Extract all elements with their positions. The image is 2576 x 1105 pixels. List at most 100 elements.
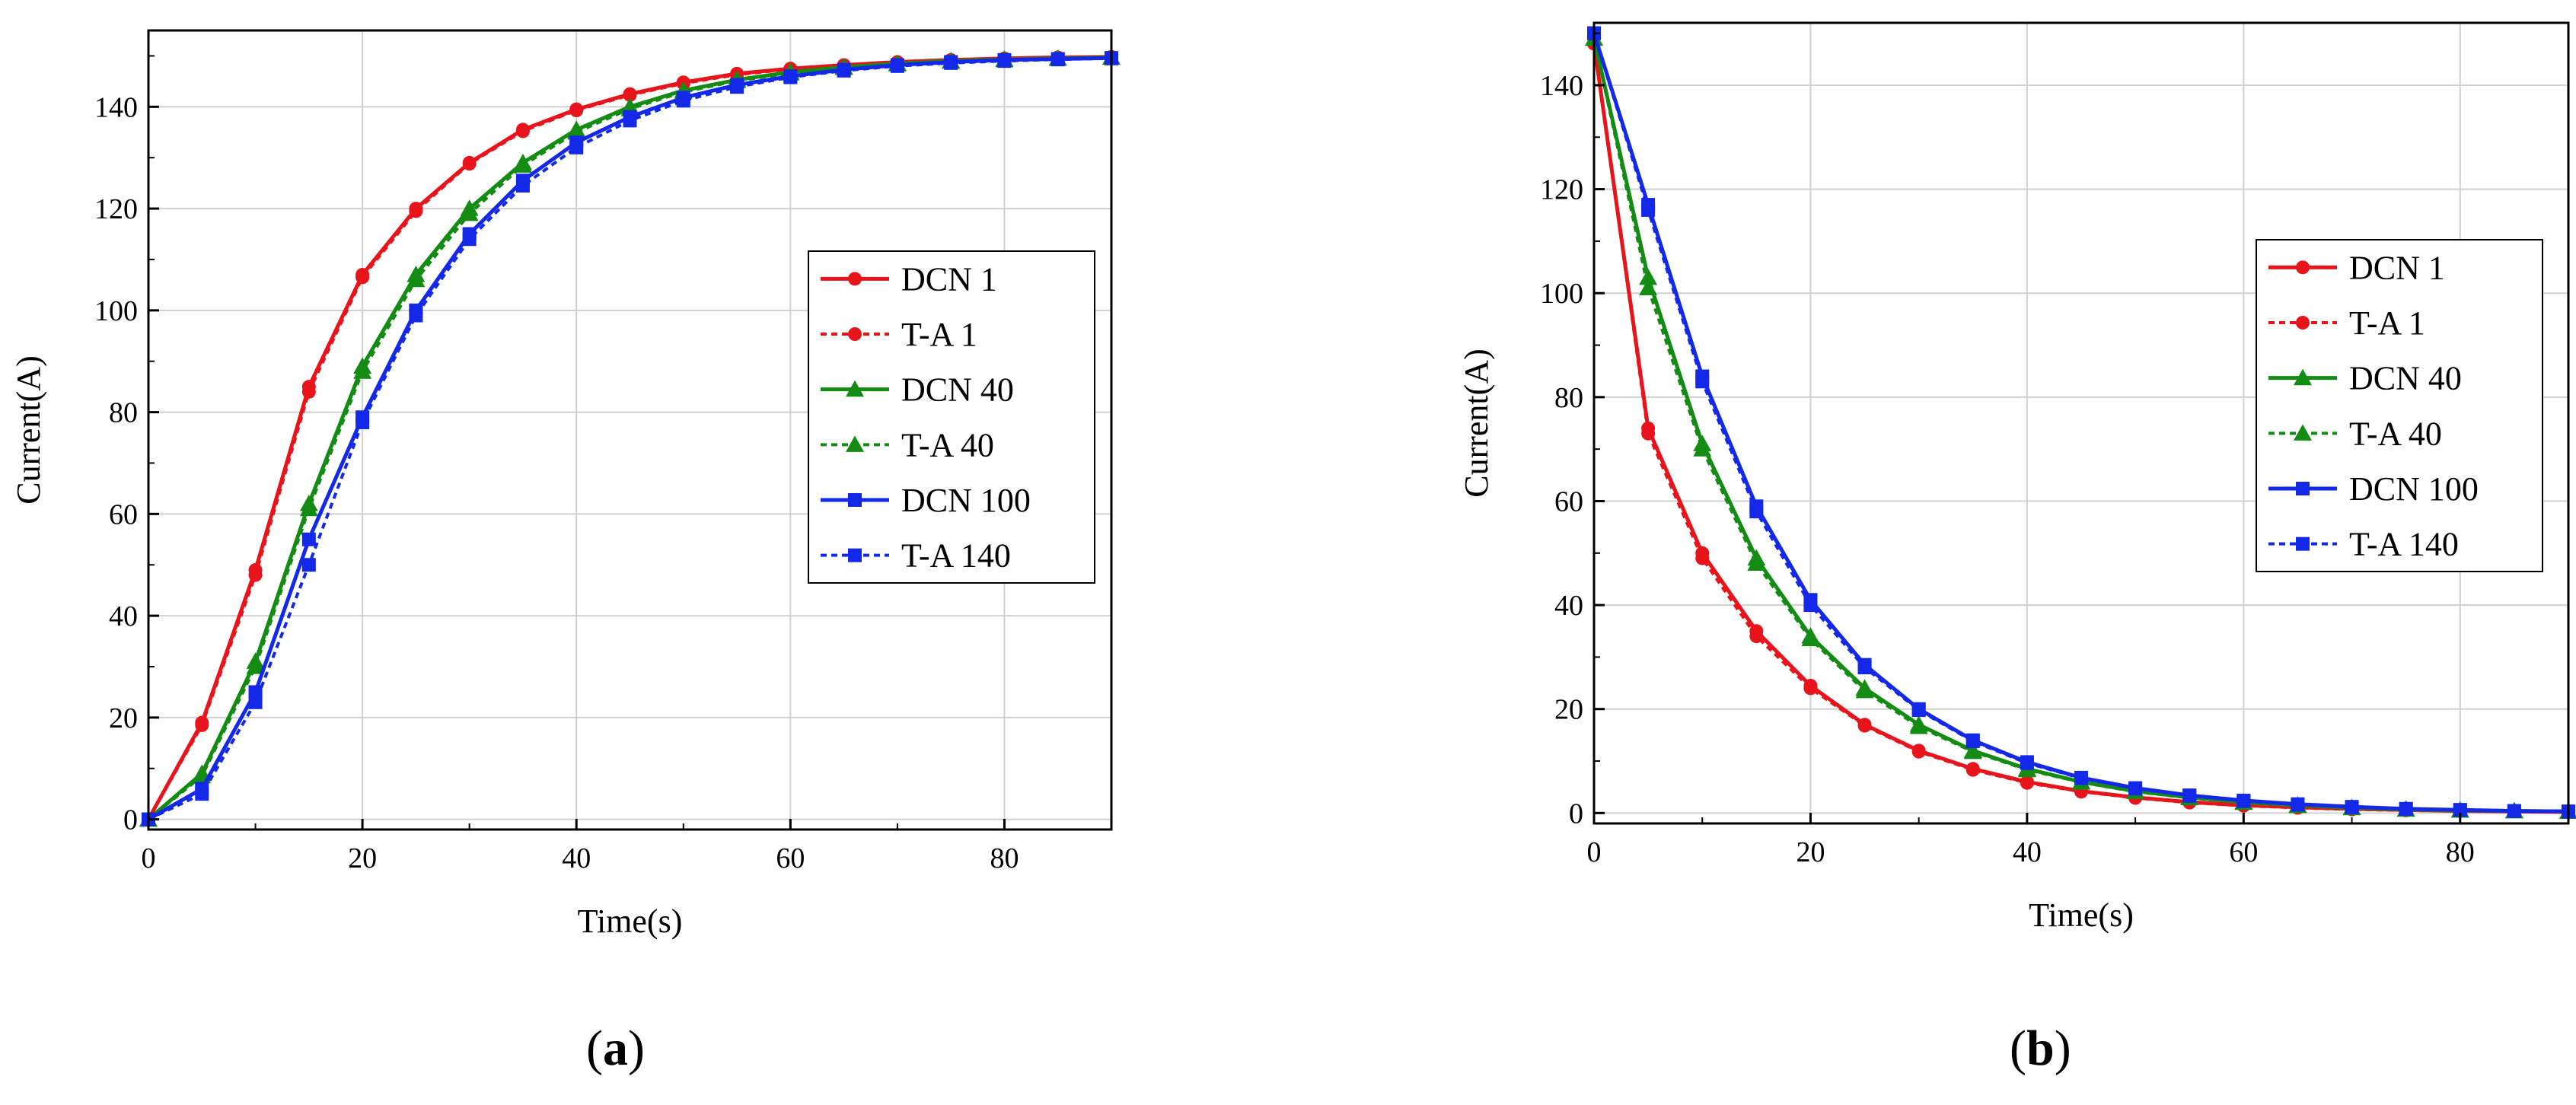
x-tick-label: 0 (1587, 836, 1602, 868)
data-point (1693, 440, 1712, 457)
x-tick-label: 40 (562, 842, 591, 874)
data-point (567, 123, 586, 140)
legend-label: T-A 40 (2349, 415, 2442, 452)
legend-label: DCN 100 (901, 482, 1031, 519)
data-point (1803, 681, 1818, 696)
data-point (569, 140, 584, 154)
data-point (1911, 744, 1926, 759)
data-point (2399, 801, 2413, 816)
y-tick-label: 0 (1569, 798, 1583, 830)
data-point (569, 103, 584, 117)
y-tick-label: 80 (109, 397, 138, 429)
x-tick-label: 20 (1796, 836, 1825, 868)
data-point (2291, 798, 2305, 812)
y-tick-label: 140 (94, 91, 138, 123)
data-point (301, 532, 316, 546)
legend-box (2256, 239, 2543, 572)
data-point (2236, 794, 2251, 808)
legend-marker (846, 380, 864, 397)
data-point (1639, 279, 1658, 295)
legend-entry: T-A 40 (821, 426, 994, 463)
legend-marker (848, 272, 862, 286)
y-tick-label: 100 (1540, 278, 1583, 310)
panel-label-b: (b) (2010, 1021, 2071, 1076)
y-tick-label: 0 (123, 804, 138, 836)
x-tick-label: 40 (2013, 836, 2042, 868)
legend-marker (846, 435, 864, 452)
data-point (462, 232, 477, 247)
legend-label: DCN 100 (2349, 470, 2479, 508)
y-tick-label: 20 (109, 702, 138, 734)
data-point (355, 270, 370, 285)
legend-label: DCN 40 (901, 371, 1014, 409)
chart-panel-a: 0 20 40 60 80 0 20 40 60 80 100 120 140 Time(s) Curren… (10, 29, 1121, 940)
data-point (2020, 775, 2034, 790)
data-point (944, 56, 958, 70)
plot-frame (147, 29, 1113, 831)
data-point (623, 113, 637, 128)
data-point (1803, 598, 1818, 613)
y-tick-label: 60 (109, 498, 138, 530)
data-point (1639, 268, 1658, 285)
legend-marker (2296, 260, 2310, 275)
data-point (195, 787, 209, 801)
y-tick-label: 40 (1554, 590, 1583, 622)
y-axis-label: Current(A) (1458, 349, 1495, 498)
data-point (623, 88, 637, 102)
legend-entry: DCN 100 (821, 482, 1031, 519)
data-point (1695, 374, 1710, 389)
data-point (462, 157, 477, 171)
y-tick-label: 20 (1554, 694, 1583, 726)
legend-marker (2294, 424, 2312, 441)
series-t-a-140-dotted (142, 51, 1118, 826)
x-tick-label: 80 (2446, 836, 2475, 868)
legend-entry: T-A 40 (2268, 415, 2442, 452)
legend-label: T-A 140 (901, 537, 1011, 575)
data-point (248, 695, 263, 709)
data-point (406, 270, 426, 288)
data-point (837, 63, 851, 78)
legend-label: T-A 1 (2349, 304, 2425, 342)
data-point (1749, 505, 1764, 519)
legend-entry: DCN 1 (821, 260, 997, 298)
data-point (1855, 681, 1874, 699)
legend: DCN 1 T-A 1 DCN 40 T-A 40 DCN 100 T-A 140 (808, 250, 1095, 584)
legend-entry: DCN 40 (821, 371, 1014, 409)
data-point (997, 54, 1012, 68)
y-tick-label: 60 (1554, 486, 1583, 517)
legend-marker (2296, 537, 2310, 551)
panel-label-a: (a) (586, 1021, 645, 1076)
legend-entry: DCN 40 (2268, 360, 2462, 397)
data-point (1963, 742, 1982, 759)
legend-entry: DCN 1 (2268, 249, 2445, 286)
legend-marker (848, 548, 862, 562)
x-axis: 0 20 40 60 80 (1587, 813, 2475, 868)
legend-marker (2296, 316, 2310, 330)
legend-marker (848, 327, 862, 341)
data-point (2507, 804, 2521, 818)
data-point (1695, 551, 1710, 565)
data-point (1857, 661, 1872, 675)
data-point (1965, 763, 1980, 777)
y-axis: 0 20 40 60 80 100 120 140 (1540, 32, 1605, 830)
legend-entry: T-A 140 (2268, 526, 2459, 563)
y-tick-label: 40 (109, 600, 138, 632)
data-point (513, 156, 532, 173)
data-point (353, 362, 372, 379)
y-tick-label: 140 (1540, 70, 1583, 102)
data-point (676, 94, 690, 108)
x-axis-label: Time(s) (2029, 896, 2134, 934)
legend-entry: DCN 100 (2268, 470, 2479, 508)
y-tick-label: 120 (1540, 174, 1583, 206)
data-point (246, 657, 265, 674)
data-point (355, 415, 370, 429)
legend-label: T-A 140 (2349, 526, 2459, 563)
legend-label: DCN 1 (901, 260, 997, 298)
legend-box (808, 250, 1095, 584)
y-axis: 0 20 40 60 80 100 120 140 (94, 55, 159, 836)
data-point (195, 718, 209, 732)
data-point (1747, 554, 1766, 572)
y-axis-label: Current(A) (10, 355, 47, 505)
y-tick-label: 100 (94, 295, 138, 327)
data-point (783, 70, 798, 84)
